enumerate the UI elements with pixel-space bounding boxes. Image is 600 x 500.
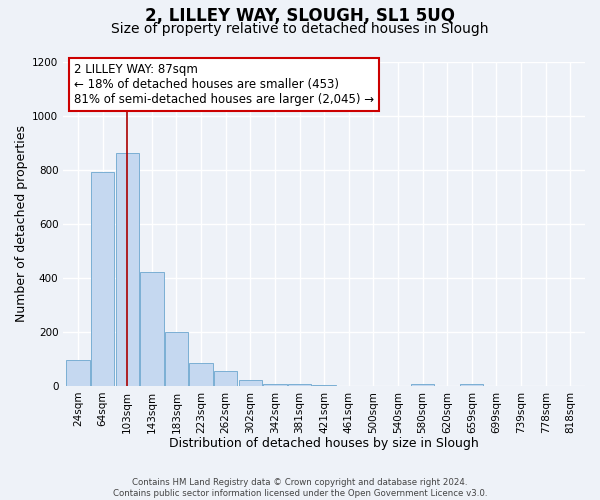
Bar xyxy=(239,380,262,386)
Y-axis label: Number of detached properties: Number of detached properties xyxy=(15,125,28,322)
Bar xyxy=(140,272,164,386)
Bar xyxy=(165,332,188,386)
Bar xyxy=(263,384,287,386)
Text: Contains HM Land Registry data © Crown copyright and database right 2024.
Contai: Contains HM Land Registry data © Crown c… xyxy=(113,478,487,498)
Bar xyxy=(214,371,238,386)
X-axis label: Distribution of detached houses by size in Slough: Distribution of detached houses by size … xyxy=(169,437,479,450)
Text: Size of property relative to detached houses in Slough: Size of property relative to detached ho… xyxy=(111,22,489,36)
Bar xyxy=(288,384,311,386)
Bar xyxy=(116,154,139,386)
Bar xyxy=(411,384,434,386)
Bar xyxy=(91,172,115,386)
Bar xyxy=(460,384,484,386)
Bar xyxy=(67,360,90,386)
Bar xyxy=(190,363,213,386)
Text: 2, LILLEY WAY, SLOUGH, SL1 5UQ: 2, LILLEY WAY, SLOUGH, SL1 5UQ xyxy=(145,8,455,26)
Text: 2 LILLEY WAY: 87sqm
← 18% of detached houses are smaller (453)
81% of semi-detac: 2 LILLEY WAY: 87sqm ← 18% of detached ho… xyxy=(74,63,374,106)
